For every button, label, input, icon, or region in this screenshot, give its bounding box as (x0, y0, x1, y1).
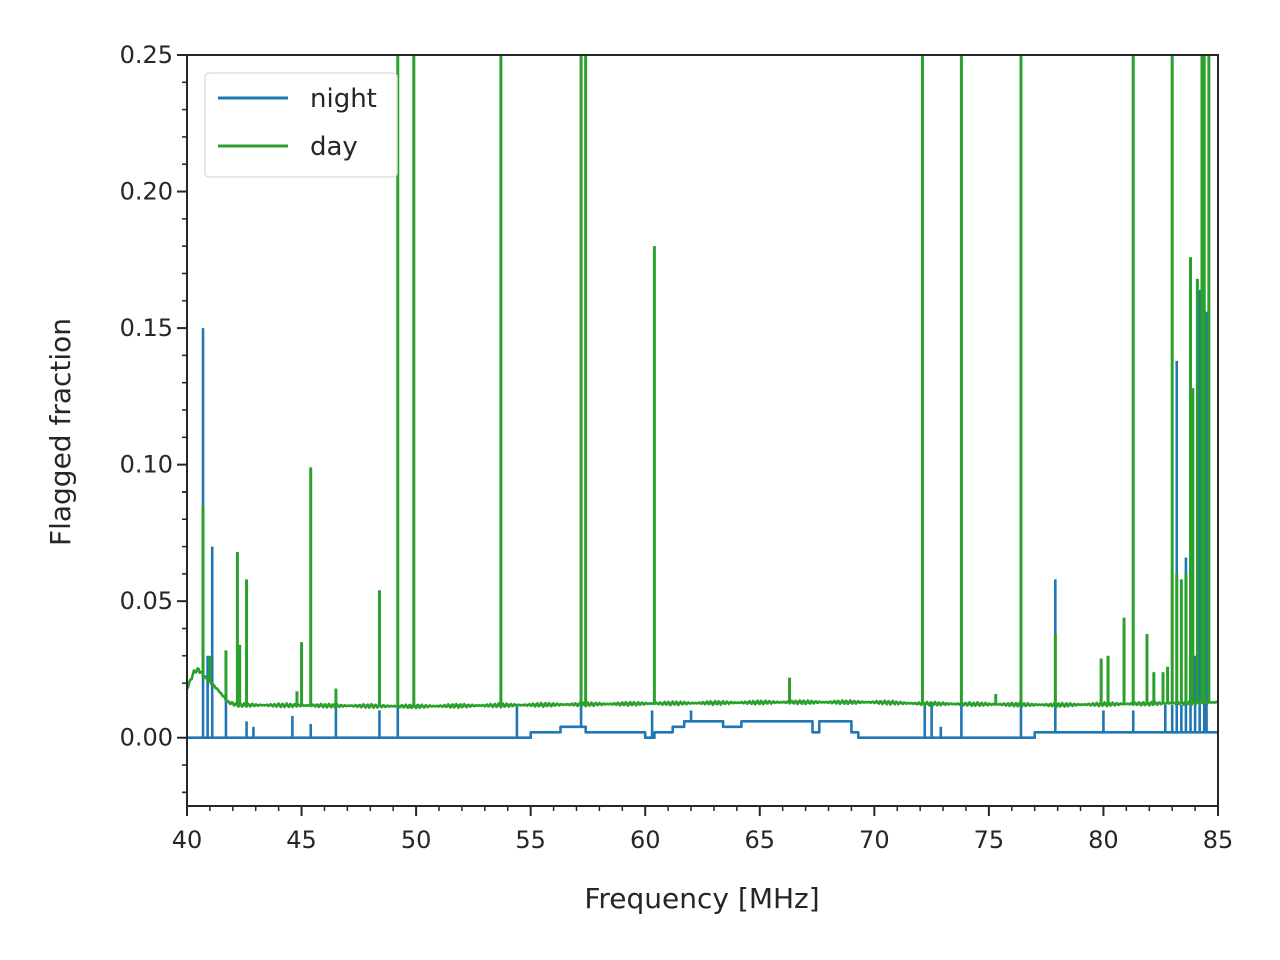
y-tick-label: 0.10 (120, 451, 173, 479)
x-tick-label: 60 (630, 826, 661, 854)
x-tick-label: 85 (1203, 826, 1234, 854)
x-tick-label: 75 (974, 826, 1005, 854)
y-tick-label: 0.05 (120, 587, 173, 615)
night-series-baseline (187, 720, 1218, 739)
x-tick-label: 50 (401, 826, 432, 854)
x-axis-ticks: 40 45 50 55 60 65 70 75 80 85 (172, 806, 1234, 854)
x-tick-label: 70 (859, 826, 890, 854)
x-tick-label: 55 (515, 826, 546, 854)
x-tick-label: 45 (286, 826, 317, 854)
x-tick-label: 40 (172, 826, 203, 854)
day-series-baseline (187, 667, 1218, 710)
plot-area (187, 55, 1218, 806)
series-layer (187, 55, 1218, 739)
y-axis-label: Flagged fraction (44, 318, 77, 546)
y-axis-ticks: 0.00 0.05 0.10 0.15 0.20 0.25 (120, 41, 187, 794)
x-tick-label: 80 (1088, 826, 1119, 854)
y-tick-label: 0.20 (120, 178, 173, 206)
x-tick-label: 65 (745, 826, 776, 854)
x-axis-label: Frequency [MHz] (584, 882, 819, 915)
plot-frame (186, 54, 1219, 807)
legend: night day (204, 72, 398, 178)
y-tick-label: 0.00 (120, 724, 173, 752)
legend-label-night: night (310, 84, 377, 114)
legend-label-day: day (310, 132, 358, 162)
y-tick-label: 0.15 (120, 314, 173, 342)
y-tick-label: 0.25 (120, 41, 173, 69)
